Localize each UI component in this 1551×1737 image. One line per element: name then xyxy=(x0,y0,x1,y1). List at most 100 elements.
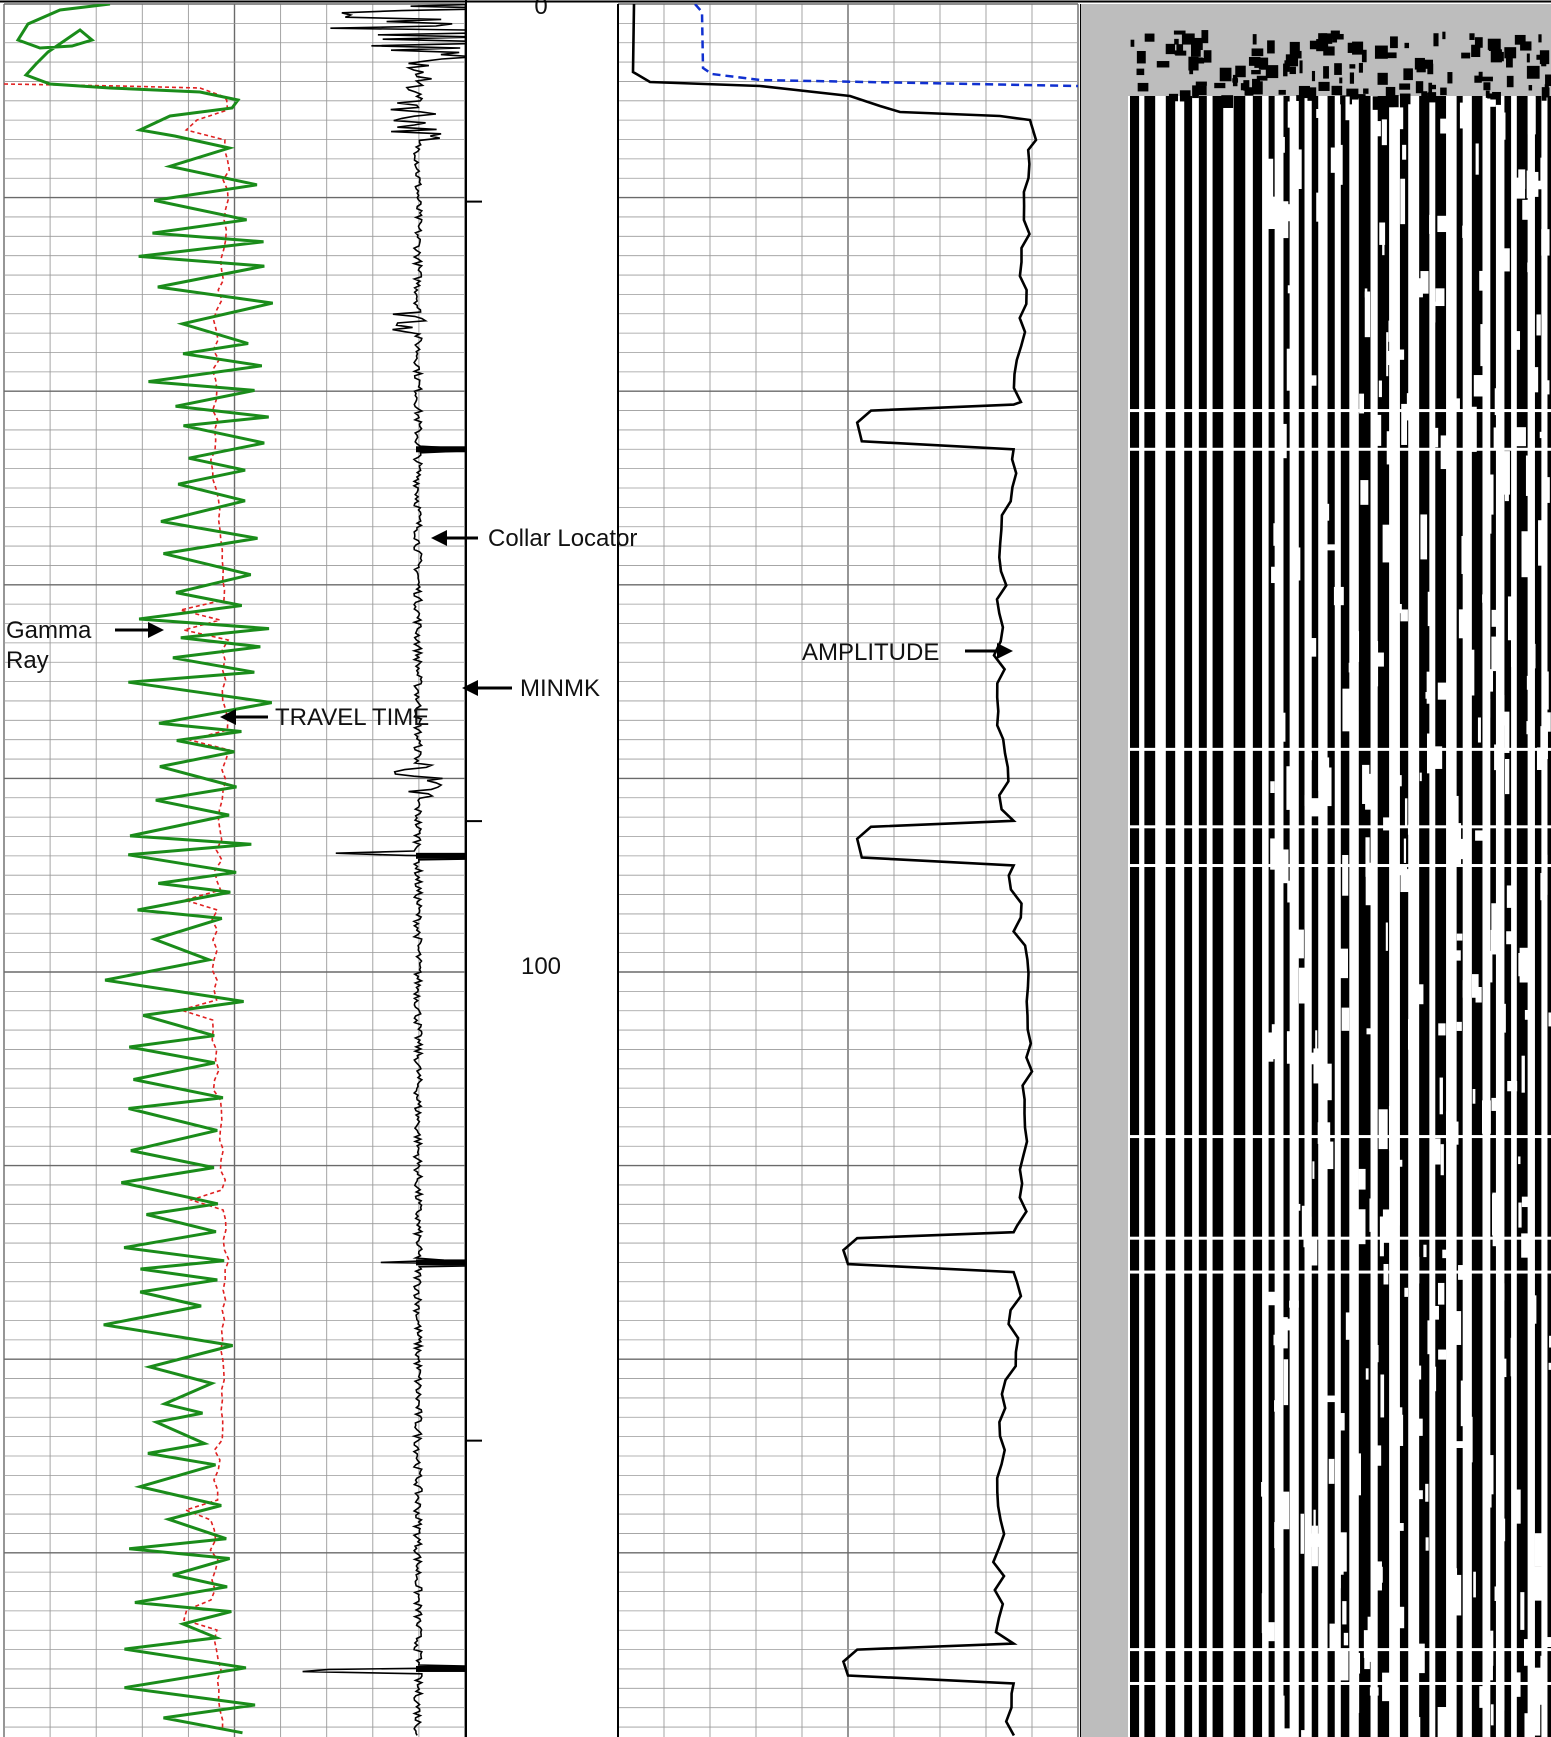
vdl-noise xyxy=(1214,82,1226,89)
vdl-noise xyxy=(1235,65,1246,78)
vdl-stripe xyxy=(1471,96,1483,1737)
vdl-stripe xyxy=(1534,96,1542,1737)
vdl-speckle xyxy=(1536,314,1541,336)
collar-marker xyxy=(416,852,465,859)
vdl-noise xyxy=(1299,60,1303,74)
amplitude-label: AMPLITUDE xyxy=(802,639,939,666)
vdl-stripe xyxy=(1233,96,1246,1737)
vdl-speckle xyxy=(1496,112,1506,140)
vdl-noise xyxy=(1442,31,1446,40)
vdl-speckle xyxy=(1338,1648,1349,1681)
vdl-speckle xyxy=(1343,1632,1349,1646)
vdl-speckle xyxy=(1355,1652,1361,1674)
vdl-speckle xyxy=(1276,732,1284,748)
vdl-speckle xyxy=(1280,1695,1285,1736)
vdl-speckle xyxy=(1397,1523,1404,1531)
collar-locator-label: Collar Locator xyxy=(488,525,637,552)
vdl-speckle xyxy=(1328,1458,1335,1484)
vdl-speckle xyxy=(1286,348,1291,391)
vdl-noise xyxy=(1332,31,1338,43)
vdl-speckle xyxy=(1333,586,1344,606)
vdl-speckle xyxy=(1473,1571,1476,1598)
vdl-noise xyxy=(1487,38,1501,50)
vdl-stripe xyxy=(1165,96,1176,1737)
vdl-speckle xyxy=(1378,380,1382,398)
vdl-speckle xyxy=(1380,1374,1385,1418)
vdl-noise xyxy=(1536,54,1545,60)
vdl-speckle xyxy=(1287,880,1291,903)
vdl-noise xyxy=(1195,81,1207,86)
vdl-noise xyxy=(1541,87,1547,101)
vdl-speckle xyxy=(1480,324,1483,367)
vdl-speckle xyxy=(1291,1407,1295,1422)
vdl-stripe xyxy=(1399,96,1409,1737)
vdl-speckle xyxy=(1423,1244,1427,1258)
vdl-speckle xyxy=(1515,1489,1521,1524)
vdl-noise xyxy=(1474,45,1478,56)
vdl-speckle xyxy=(1311,1525,1318,1567)
vdl-speckle xyxy=(1270,838,1280,870)
vdl-speckle xyxy=(1479,270,1485,291)
vdl-speckle xyxy=(1527,262,1530,273)
vdl-noise xyxy=(1526,65,1540,79)
vdl-noise xyxy=(1361,49,1367,63)
vdl-speckle xyxy=(1493,427,1503,451)
vdl-speckle xyxy=(1462,225,1469,238)
vdl-speckle xyxy=(1459,102,1469,129)
vdl-speckle xyxy=(1386,431,1392,465)
vdl-speckle xyxy=(1526,721,1529,735)
vdl-speckle xyxy=(1327,1395,1337,1403)
vdl-speckle xyxy=(1450,598,1455,610)
vdl-speckle xyxy=(1400,869,1410,893)
vdl-noise xyxy=(1321,33,1333,44)
vdl-speckle xyxy=(1360,480,1369,505)
vdl-noise xyxy=(1481,76,1493,82)
vdl-speckle xyxy=(1420,271,1429,294)
vdl-noise xyxy=(1335,33,1344,40)
vdl-noise xyxy=(1289,41,1300,56)
vdl-noise xyxy=(1374,45,1388,59)
vdl-speckle xyxy=(1427,1320,1431,1355)
vdl-speckle xyxy=(1364,291,1371,338)
vdl-speckle xyxy=(1279,423,1287,459)
vdl-noise xyxy=(1492,91,1501,105)
vdl-noise xyxy=(1201,30,1209,44)
vdl-speckle xyxy=(1400,609,1408,622)
vdl-speckle xyxy=(1315,1030,1318,1050)
vdl-noise xyxy=(1385,86,1396,98)
minmk-arrow xyxy=(462,680,512,696)
vdl-stripe xyxy=(1283,96,1290,1737)
vdl-speckle xyxy=(1286,766,1294,810)
vdl-noise xyxy=(1349,64,1356,69)
vdl-speckle xyxy=(1350,631,1360,662)
vdl-speckle xyxy=(1475,986,1482,1003)
vdl-noise xyxy=(1267,40,1275,54)
vdl-speckle xyxy=(1301,1205,1306,1240)
vdl-noise xyxy=(1298,85,1310,99)
vdl-speckle xyxy=(1372,121,1381,137)
vdl-speckle xyxy=(1437,1707,1448,1737)
vdl-stripe xyxy=(1130,96,1140,1737)
vdl-speckle xyxy=(1385,922,1388,951)
vdl-speckle xyxy=(1473,375,1484,397)
vdl-speckle xyxy=(1526,170,1532,199)
vdl-speckle xyxy=(1458,609,1468,639)
vdl-speckle xyxy=(1434,1138,1441,1165)
vdl-speckle xyxy=(1507,596,1514,641)
vdl-noise xyxy=(1469,33,1475,40)
vdl-speckle xyxy=(1398,349,1405,360)
vdl-speckle xyxy=(1359,393,1365,414)
vdl-speckle xyxy=(1330,147,1339,173)
vdl-speckle xyxy=(1404,1287,1409,1297)
vdl-speckle xyxy=(1453,1568,1458,1594)
vdl-speckle xyxy=(1505,758,1510,795)
vdl-speckle xyxy=(1403,838,1407,863)
vdl-speckle xyxy=(1504,711,1510,753)
vdl-stripe xyxy=(1435,96,1447,1737)
vdl-speckle xyxy=(1345,96,1350,121)
vdl-speckle xyxy=(1460,1380,1467,1427)
vdl-speckle xyxy=(1407,824,1413,835)
collar-locator-curve xyxy=(302,4,465,1736)
vdl-speckle xyxy=(1345,1312,1354,1340)
